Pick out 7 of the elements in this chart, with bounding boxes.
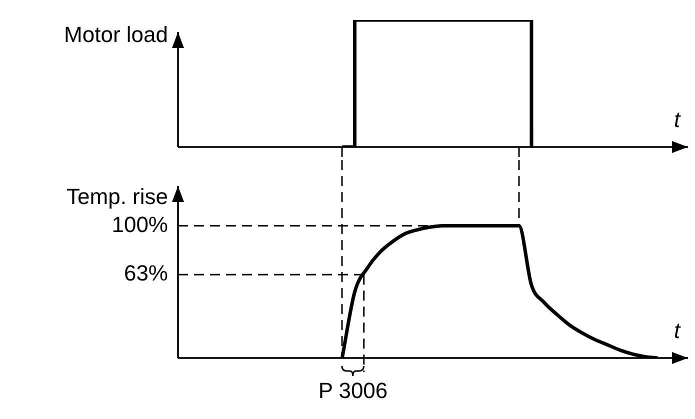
x-axis-title: t: [674, 107, 681, 132]
y-tick-label: 63%: [124, 260, 168, 286]
x-axis-title: t: [674, 318, 681, 344]
y-axis-title: Motor load: [64, 22, 168, 48]
y-tick-label: 100%: [112, 212, 168, 237]
y-axis-title: Temp. rise: [66, 184, 168, 210]
text: P 3006: [318, 378, 388, 404]
